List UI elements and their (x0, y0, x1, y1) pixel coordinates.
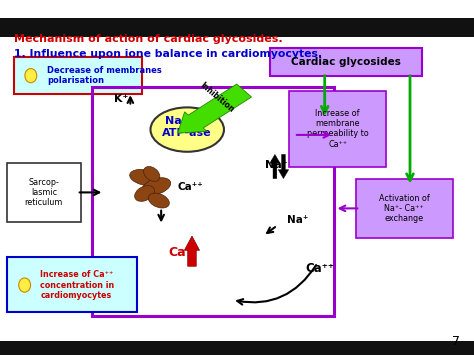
Ellipse shape (148, 193, 169, 208)
FancyArrow shape (270, 154, 280, 179)
Ellipse shape (142, 178, 171, 195)
FancyArrow shape (278, 154, 289, 179)
Text: 1. Influence upon ione balance in cardiomyocytes.: 1. Influence upon ione balance in cardio… (14, 49, 322, 59)
Ellipse shape (18, 278, 30, 292)
Text: Sarcop-
lasmic
reticulum: Sarcop- lasmic reticulum (25, 178, 63, 207)
Text: Na⁺, K⁺
ATP-ase: Na⁺, K⁺ ATP-ase (163, 116, 212, 137)
FancyArrow shape (178, 84, 252, 133)
Ellipse shape (25, 69, 36, 83)
FancyBboxPatch shape (270, 48, 422, 76)
Text: Na⁺: Na⁺ (287, 215, 308, 225)
Ellipse shape (130, 169, 159, 186)
Text: Ca⁺⁺: Ca⁺⁺ (168, 246, 199, 258)
FancyBboxPatch shape (7, 257, 137, 312)
FancyBboxPatch shape (14, 57, 142, 94)
Text: Cardiac glycosides: Cardiac glycosides (291, 57, 401, 67)
Text: Inhibition: Inhibition (198, 81, 236, 115)
Text: Ca⁺⁺: Ca⁺⁺ (306, 262, 335, 274)
Ellipse shape (144, 166, 160, 181)
Ellipse shape (135, 186, 155, 201)
FancyBboxPatch shape (7, 163, 81, 222)
Text: Mechanism of action of cardiac glycosides.: Mechanism of action of cardiac glycoside… (14, 34, 283, 44)
Bar (0, 341, 474, 355)
Text: K⁺: K⁺ (114, 94, 128, 104)
Text: Decrease of membranes
polarisation: Decrease of membranes polarisation (47, 66, 162, 85)
Bar (0, 18, 474, 37)
Text: Increase of
membrane
permeability to
Ca⁺⁺: Increase of membrane permeability to Ca⁺… (307, 109, 369, 149)
Text: Ca⁺⁺: Ca⁺⁺ (178, 182, 203, 192)
Text: Na⁺: Na⁺ (265, 160, 288, 170)
FancyBboxPatch shape (289, 91, 386, 167)
Text: Activation of
Na⁺- Ca⁺⁺
exchange: Activation of Na⁺- Ca⁺⁺ exchange (379, 194, 429, 223)
Text: Increase of Ca⁺⁺
concentration in
cardiomyocytes: Increase of Ca⁺⁺ concentration in cardio… (40, 270, 115, 300)
FancyArrow shape (184, 236, 200, 266)
FancyBboxPatch shape (356, 179, 453, 238)
Text: 7: 7 (452, 335, 460, 348)
Ellipse shape (151, 107, 224, 152)
